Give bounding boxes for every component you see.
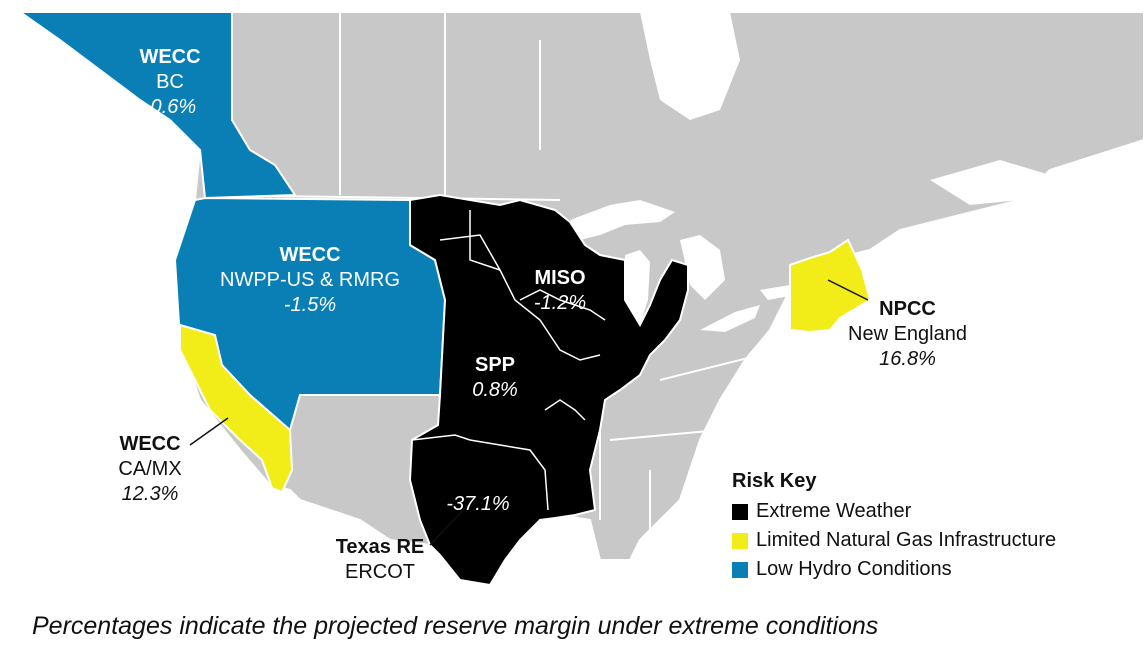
label-name: MISO bbox=[534, 267, 586, 289]
legend-label: Low Hydro Conditions bbox=[756, 558, 952, 580]
leader-line-camx bbox=[189, 417, 229, 446]
legend-title: Risk Key bbox=[732, 470, 817, 492]
leader-line-texas bbox=[429, 504, 469, 546]
region-wecc-camx bbox=[179, 323, 294, 494]
legend-label: Extreme Weather bbox=[756, 500, 912, 522]
risk-key-legend: Risk Key Extreme Weather Limited Natural… bbox=[732, 470, 1056, 584]
label-pct: 16.8% bbox=[879, 348, 936, 370]
label-sub: ERCOT bbox=[345, 561, 415, 583]
north-america-map bbox=[20, 12, 1144, 587]
label-pct: -1.2% bbox=[533, 292, 587, 314]
label-pct: -37.1% bbox=[446, 493, 510, 515]
lake-ontario bbox=[760, 285, 795, 300]
legend-item-low-hydro: Low Hydro Conditions bbox=[732, 555, 1056, 584]
hudson-bay bbox=[640, 12, 740, 120]
legend-label: Limited Natural Gas Infrastructure bbox=[756, 529, 1057, 551]
legend-swatch bbox=[732, 503, 748, 520]
lake-superior bbox=[570, 200, 675, 240]
label-pct: -1.5% bbox=[283, 294, 337, 316]
label-spp: SPP 0.8% bbox=[450, 353, 540, 403]
label-name: WECC bbox=[139, 46, 201, 68]
label-name: NPCC bbox=[879, 298, 936, 320]
label-pct: -0.6% bbox=[143, 96, 197, 118]
label-sub: NWPP-US & RMRG bbox=[220, 269, 400, 291]
label-sub: BC bbox=[156, 71, 184, 93]
label-sub: CA/MX bbox=[118, 458, 182, 480]
label-texas: Texas RE ERCOT bbox=[320, 535, 440, 585]
label-sub: New England bbox=[848, 323, 967, 345]
lake-huron bbox=[680, 235, 725, 300]
label-texas-pct: -37.1% bbox=[428, 492, 528, 517]
legend-swatch bbox=[732, 561, 748, 578]
label-miso: MISO -1.2% bbox=[515, 266, 605, 316]
map-caption: Percentages indicate the projected reser… bbox=[32, 612, 879, 640]
label-name: Texas RE bbox=[335, 536, 425, 558]
label-name: WECC bbox=[279, 244, 341, 266]
lake-michigan bbox=[625, 250, 650, 325]
label-wecc-camx: WECC CA/MX 12.3% bbox=[95, 432, 205, 507]
label-name: SPP bbox=[474, 354, 516, 376]
gulf-st-lawrence bbox=[930, 160, 1050, 205]
label-name: WECC bbox=[119, 433, 181, 455]
lake-erie bbox=[700, 305, 760, 332]
label-wecc-bc: WECC BC -0.6% bbox=[110, 45, 230, 120]
legend-swatch bbox=[732, 532, 748, 549]
legend-item-limited-gas: Limited Natural Gas Infrastructure bbox=[732, 526, 1056, 555]
label-pct: 0.8% bbox=[472, 379, 518, 401]
legend-item-extreme-weather: Extreme Weather bbox=[732, 497, 1056, 526]
region-spp-miso bbox=[408, 193, 689, 587]
label-npcc: NPCC New England 16.8% bbox=[830, 297, 985, 372]
label-pct: 12.3% bbox=[121, 483, 179, 505]
leader-line-npcc bbox=[827, 279, 869, 301]
region-npcc bbox=[789, 238, 872, 334]
subregion-boundaries bbox=[411, 210, 606, 511]
label-wecc-nwpp: WECC NWPP-US & RMRG -1.5% bbox=[185, 243, 435, 318]
